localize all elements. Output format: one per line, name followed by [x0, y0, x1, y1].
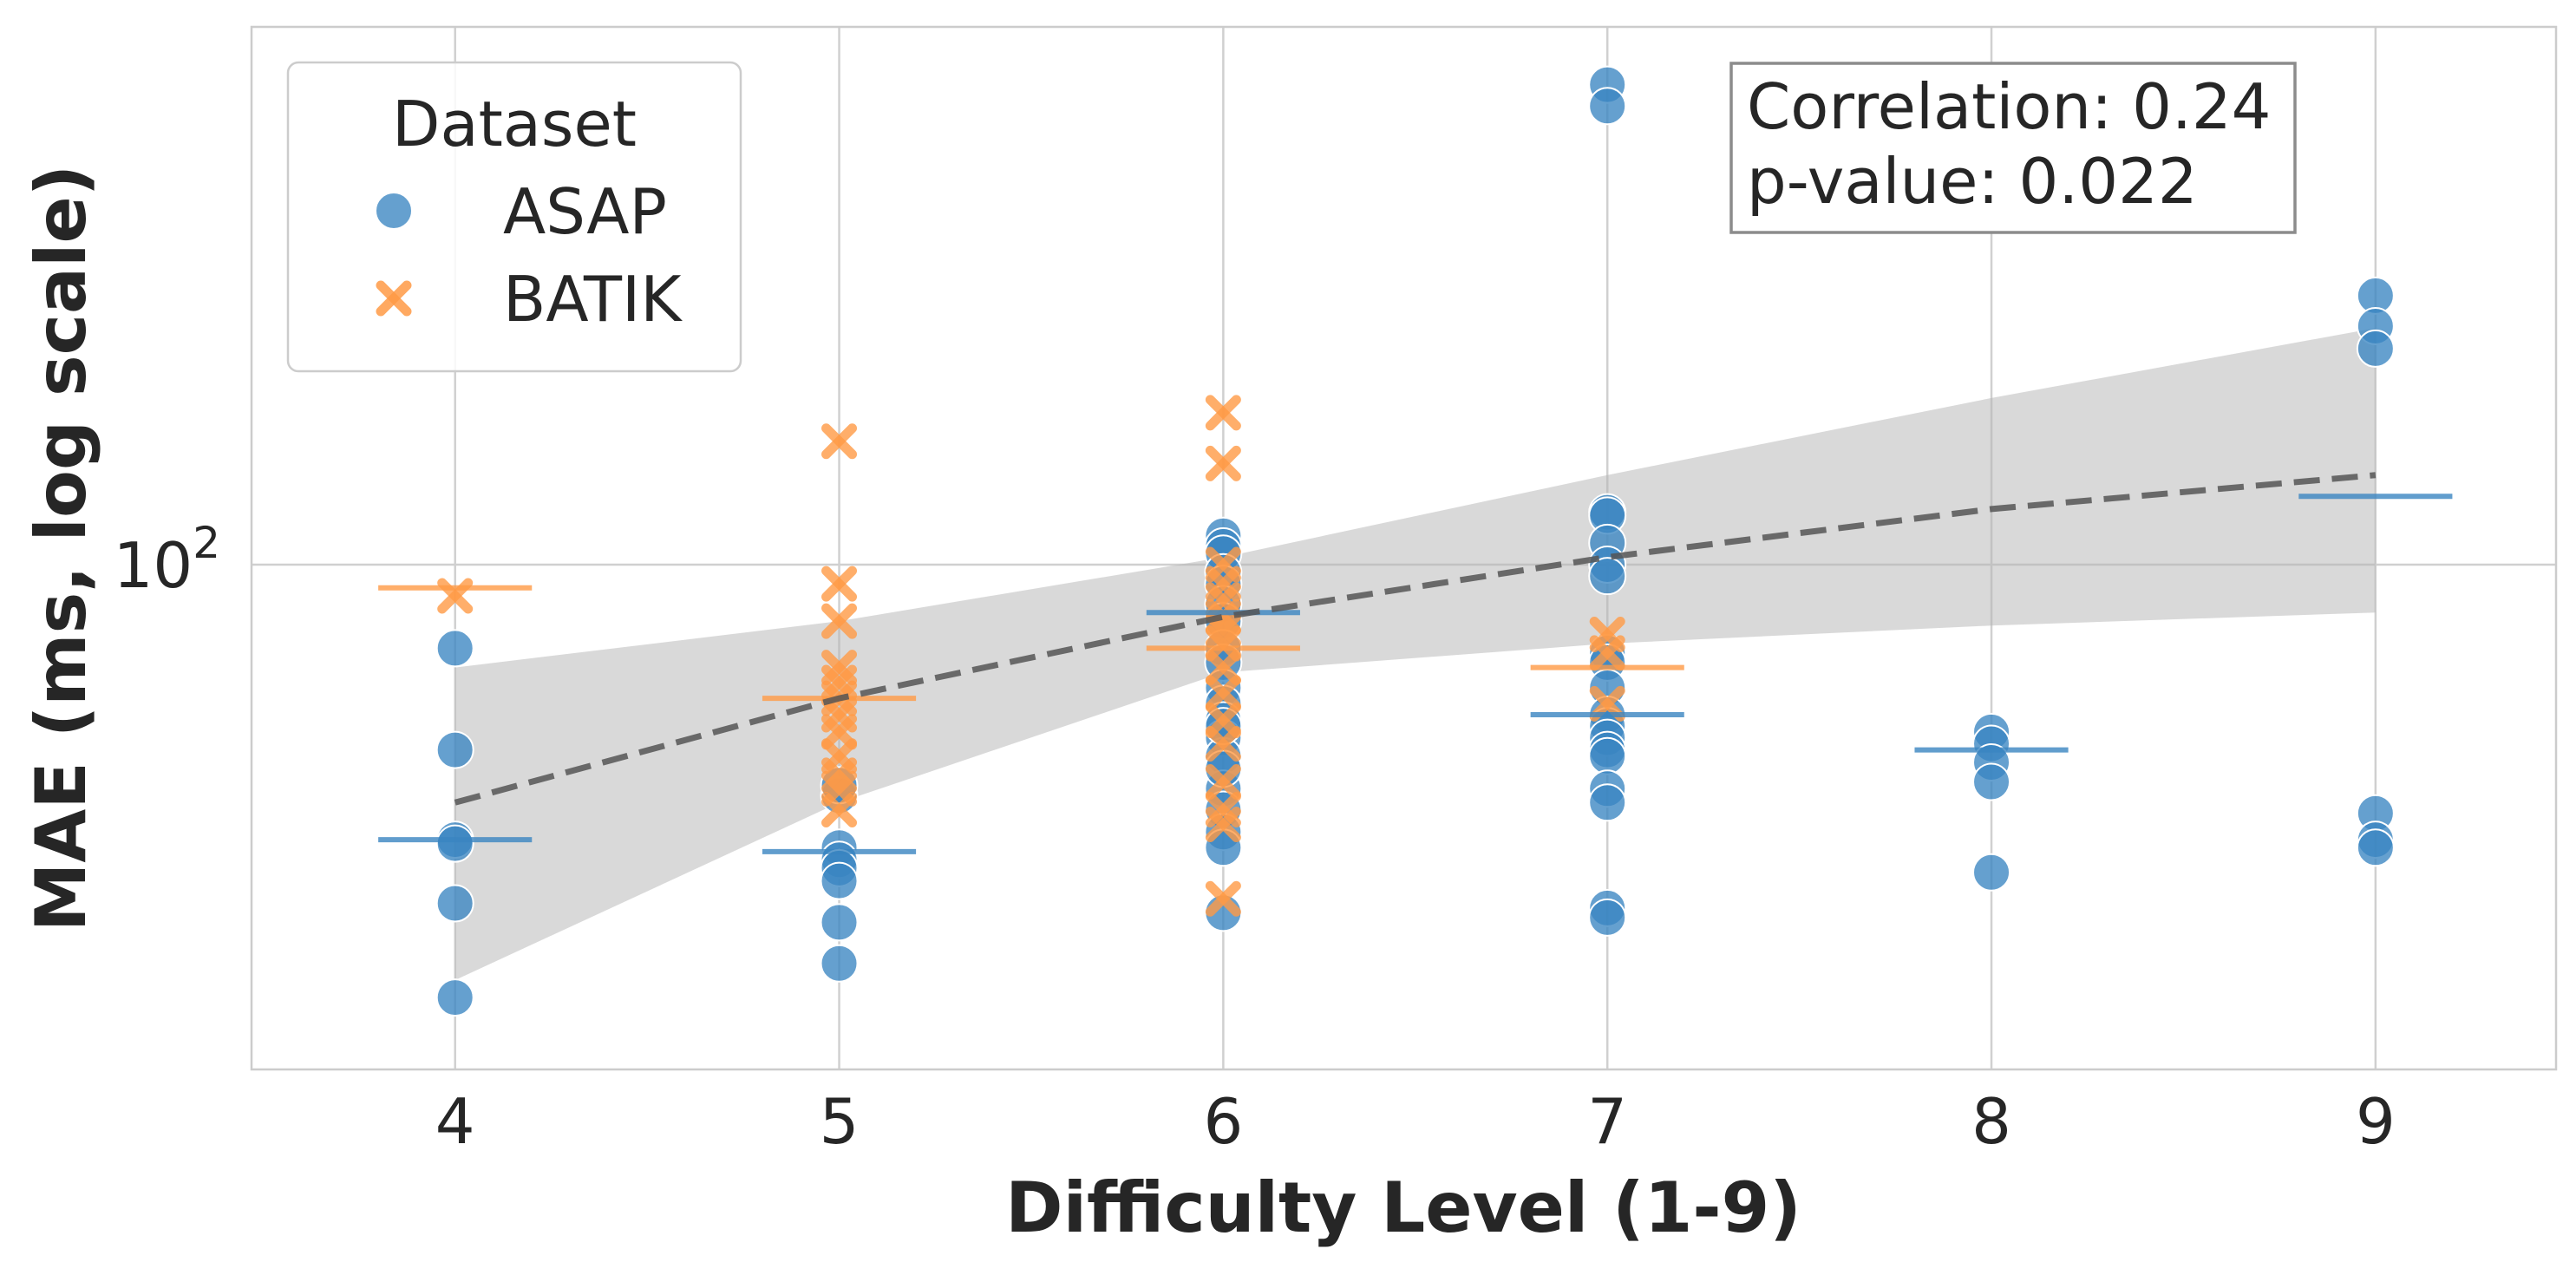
p-value-text: p-value: 0.022 [1747, 145, 2198, 218]
batik-point-12 [821, 792, 858, 828]
asap-point-1 [435, 730, 474, 769]
batik-point-27 [1205, 806, 1241, 842]
x-tick-7: 7 [1587, 1085, 1627, 1158]
asap-point-11 [820, 944, 859, 983]
batik-point-25 [1205, 764, 1241, 801]
series-batik [437, 395, 1625, 917]
plot-frame [250, 25, 2558, 1071]
asap-point-49 [1588, 736, 1627, 775]
batik-point-30 [1589, 635, 1625, 671]
x-tick-5: 5 [820, 1085, 860, 1158]
x-tick-8: 8 [1971, 1085, 2011, 1158]
batik-point-2 [821, 566, 858, 602]
confidence-band-area [454, 328, 2376, 980]
batik-point-13 [1205, 395, 1241, 431]
legend-title: Dataset [392, 88, 637, 160]
x-tick-6: 6 [1203, 1085, 1243, 1158]
batik-point-28 [1205, 880, 1241, 917]
asap-point-5 [435, 978, 474, 1017]
asap-point-36 [1588, 87, 1627, 126]
asap-point-61 [2356, 329, 2395, 368]
asap-point-4 [435, 884, 474, 923]
x-tick-labels: 4 5 6 7 8 9 [435, 1085, 2396, 1158]
median-lines [378, 494, 2453, 854]
y-tick-100: 102 [114, 518, 220, 602]
correlation-annotation: Correlation: 0.24 p-value: 0.022 [1729, 62, 2297, 234]
asap-point-9 [820, 861, 859, 900]
x-tick-9: 9 [2356, 1085, 2396, 1158]
batik-point-8 [821, 714, 858, 750]
batik-point-3 [821, 603, 858, 639]
legend-marker-batik [376, 280, 412, 317]
x-tick-4: 4 [435, 1085, 475, 1158]
batik-point-22 [1205, 675, 1241, 711]
asap-point-3 [435, 824, 474, 863]
batik-point-24 [1205, 726, 1241, 762]
batik-point-14 [1205, 445, 1241, 481]
correlation-text: Correlation: 0.24 [1747, 70, 2271, 143]
y-axis-title: MAE (ms, log scale) [21, 165, 101, 932]
legend-marker-asap [375, 192, 413, 230]
batik-point-21 [1205, 650, 1241, 686]
asap-point-51 [1588, 783, 1627, 822]
asap-point-10 [820, 903, 859, 942]
batik-point-1 [821, 423, 858, 460]
x-axis-title: Difficulty Level (1-9) [1005, 1167, 1801, 1248]
legend-label-batik: BATIK [503, 263, 683, 336]
legend: Dataset ASAP BATIK [286, 61, 742, 373]
y-tick-labels: 102 [114, 518, 220, 602]
asap-point-53 [1588, 898, 1627, 937]
asap-point-58 [1972, 853, 2011, 892]
asap-point-64 [2356, 828, 2395, 867]
legend-label-asap: ASAP [503, 175, 667, 248]
confidence-band [454, 328, 2376, 980]
asap-point-0 [435, 629, 474, 668]
asap-point-57 [1972, 762, 2011, 801]
asap-point-41 [1588, 557, 1627, 596]
annotation-box [1729, 62, 2297, 234]
